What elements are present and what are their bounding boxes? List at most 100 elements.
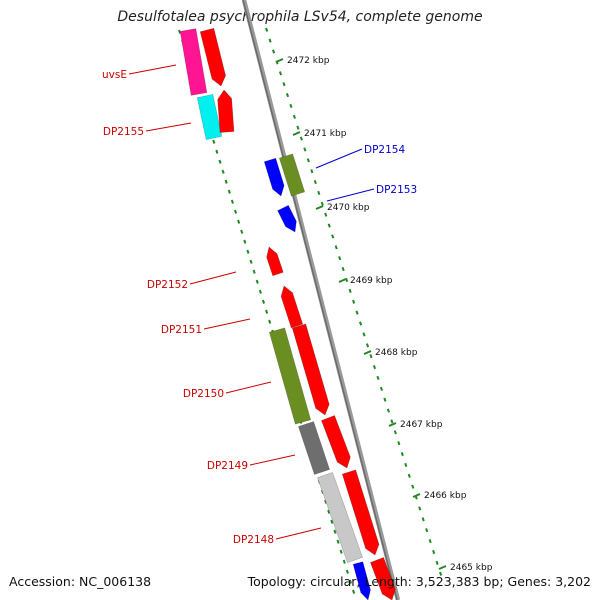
kbp-tick-label: 2469 kbp bbox=[350, 276, 393, 286]
gene-label-leader bbox=[145, 122, 192, 132]
gc-tick-inner bbox=[249, 259, 253, 264]
gc-tick-outer bbox=[362, 332, 366, 337]
gc-tick-outer bbox=[289, 103, 293, 108]
gene-bar-DP2155-class bbox=[196, 93, 223, 141]
gc-tick-inner bbox=[348, 579, 353, 584]
gc-tick-inner bbox=[230, 199, 234, 204]
gc-tick-inner bbox=[265, 309, 269, 314]
scale-tick bbox=[315, 205, 324, 210]
genome-summary-text: Topology: circular; Length: 3,523,383 bp… bbox=[247, 574, 591, 589]
gc-tick-outer bbox=[407, 473, 411, 478]
gene-arrow-DP2154 bbox=[263, 157, 285, 197]
gene-label: DP2151 bbox=[161, 324, 202, 336]
scale-tick bbox=[292, 131, 301, 136]
gene-label: DP2154 bbox=[364, 144, 405, 156]
kbp-tick-label: 2471 kbp bbox=[304, 129, 347, 139]
gene-arrow-uvsE bbox=[199, 27, 226, 87]
gc-tick-inner bbox=[215, 149, 219, 154]
gc-tick-outer bbox=[272, 49, 276, 54]
gc-tick-outer bbox=[265, 27, 269, 32]
gene-label: uvsE bbox=[102, 69, 127, 81]
gc-tick-inner bbox=[342, 559, 346, 564]
gc-tick-inner bbox=[237, 219, 241, 224]
gc-tick-outer bbox=[383, 397, 387, 402]
gc-tick-inner bbox=[324, 499, 328, 504]
gc-tick-outer bbox=[338, 256, 342, 261]
gc-tick-outer bbox=[352, 299, 356, 304]
gc-tick-outer bbox=[365, 343, 370, 348]
gene-arrow-DP2152 bbox=[266, 246, 284, 277]
gc-tick-outer bbox=[324, 212, 328, 217]
gene-label: DP2149 bbox=[207, 460, 248, 472]
gc-tick-inner bbox=[352, 589, 356, 594]
gc-tick-outer bbox=[331, 234, 335, 239]
gc-tick-outer bbox=[327, 223, 331, 228]
kbp-tick-label: 2468 kbp bbox=[375, 348, 418, 358]
gene-label-leader bbox=[249, 454, 296, 466]
gene-label-leader bbox=[189, 271, 237, 285]
gc-tick-inner bbox=[212, 139, 216, 144]
backbone-line bbox=[241, 0, 401, 600]
gc-tick-outer bbox=[390, 419, 394, 424]
gc-tick-outer bbox=[393, 430, 397, 435]
gc-tick-outer bbox=[303, 147, 307, 152]
gc-tick-outer bbox=[369, 354, 373, 359]
scale-tick bbox=[438, 565, 447, 570]
gc-tick-outer bbox=[418, 506, 422, 511]
gc-tick-inner bbox=[252, 269, 256, 274]
gc-tick-inner bbox=[178, 29, 182, 34]
gc-tick-inner bbox=[333, 529, 337, 534]
gc-tick-outer bbox=[425, 528, 429, 533]
gene-label-leader bbox=[275, 527, 322, 540]
gc-tick-inner bbox=[246, 249, 250, 254]
gc-tick-outer bbox=[432, 549, 436, 555]
gc-tick-outer bbox=[278, 71, 283, 76]
gc-tick-inner bbox=[227, 189, 231, 194]
gene-bar-DP2150-class bbox=[268, 327, 312, 425]
gc-tick-outer bbox=[334, 245, 338, 250]
gene-label-leader bbox=[128, 64, 177, 75]
gc-tick-outer bbox=[292, 114, 296, 119]
gc-tick-outer bbox=[285, 92, 290, 98]
gc-tick-inner bbox=[336, 539, 340, 544]
gc-tick-inner bbox=[327, 509, 331, 514]
gc-tick-outer bbox=[341, 267, 345, 272]
kbp-tick-label: 2465 kbp bbox=[450, 563, 493, 573]
gc-tick-outer bbox=[428, 539, 432, 544]
gc-tick-outer bbox=[439, 571, 443, 576]
gc-tick-outer bbox=[345, 277, 349, 283]
gc-tick-outer bbox=[320, 201, 324, 206]
backbone-edge bbox=[242, 0, 398, 600]
gc-tick-inner bbox=[218, 159, 222, 164]
gene-label: DP2150 bbox=[183, 388, 224, 400]
gc-tick-outer bbox=[376, 375, 380, 380]
gc-tick-inner bbox=[224, 179, 228, 184]
gene-label: DP2148 bbox=[233, 534, 274, 546]
gc-tick-outer bbox=[397, 441, 401, 446]
gene-arrow-DP2148 bbox=[341, 469, 380, 556]
gene-label: DP2153 bbox=[376, 184, 417, 196]
gc-tick-outer bbox=[313, 179, 317, 185]
gene-label-leader bbox=[203, 318, 251, 330]
gc-tick-inner bbox=[261, 299, 266, 304]
gene-bar-DP2154-class bbox=[278, 153, 306, 197]
gc-tick-inner bbox=[339, 549, 343, 554]
gc-tick-outer bbox=[299, 136, 303, 141]
gc-tick-outer bbox=[348, 288, 352, 293]
gc-tick-outer bbox=[379, 386, 383, 391]
accession-text: Accession: NC_006138 bbox=[9, 574, 152, 589]
kbp-tick-label: 2466 kbp bbox=[424, 491, 467, 501]
gc-tick-outer bbox=[355, 310, 359, 315]
gc-tick-inner bbox=[221, 169, 225, 174]
gc-tick-inner bbox=[345, 569, 349, 574]
gc-tick-inner bbox=[258, 289, 262, 294]
gene-label: DP2155 bbox=[103, 126, 144, 138]
gc-tick-inner bbox=[243, 239, 247, 244]
gene-arrow-DP2149 bbox=[321, 415, 351, 469]
kbp-tick-label: 2472 kbp bbox=[287, 56, 330, 66]
gc-tick-inner bbox=[233, 209, 238, 214]
gene-bar-DP2148-class bbox=[317, 471, 363, 564]
scale-tick bbox=[338, 278, 347, 283]
